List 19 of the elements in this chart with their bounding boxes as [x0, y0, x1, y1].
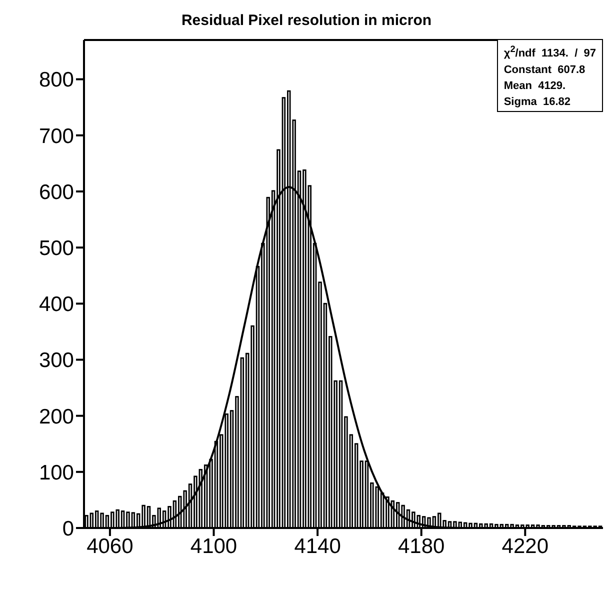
- x-tick-label: 4140: [294, 534, 341, 558]
- y-tick-label: 200: [38, 405, 74, 428]
- y-tick-label: 700: [38, 124, 74, 148]
- y-tick-label: 400: [38, 293, 74, 316]
- y-tick-label: 0: [62, 517, 74, 540]
- x-tick-label: 4100: [190, 534, 238, 558]
- x-tick-label: 4180: [398, 534, 445, 558]
- annotation: Constant 607.8: [504, 64, 586, 76]
- chart-title: Residual Pixel resolution in micron: [180, 12, 433, 29]
- y-tick-label: 600: [38, 180, 74, 204]
- x-tick-label: 4060: [86, 534, 134, 558]
- y-tick-label: 100: [38, 461, 74, 484]
- y-tick-label: 500: [38, 236, 74, 260]
- annotation: Mean 4129.: [504, 80, 566, 92]
- y-tick-label: 800: [38, 68, 74, 92]
- annotation: χ$^{2}$/ndf 1134. / 97: [504, 44, 596, 60]
- x-tick-label: 4220: [502, 534, 549, 558]
- annotation: Sigma 16.82: [504, 96, 570, 108]
- y-tick-label: 300: [38, 349, 74, 372]
